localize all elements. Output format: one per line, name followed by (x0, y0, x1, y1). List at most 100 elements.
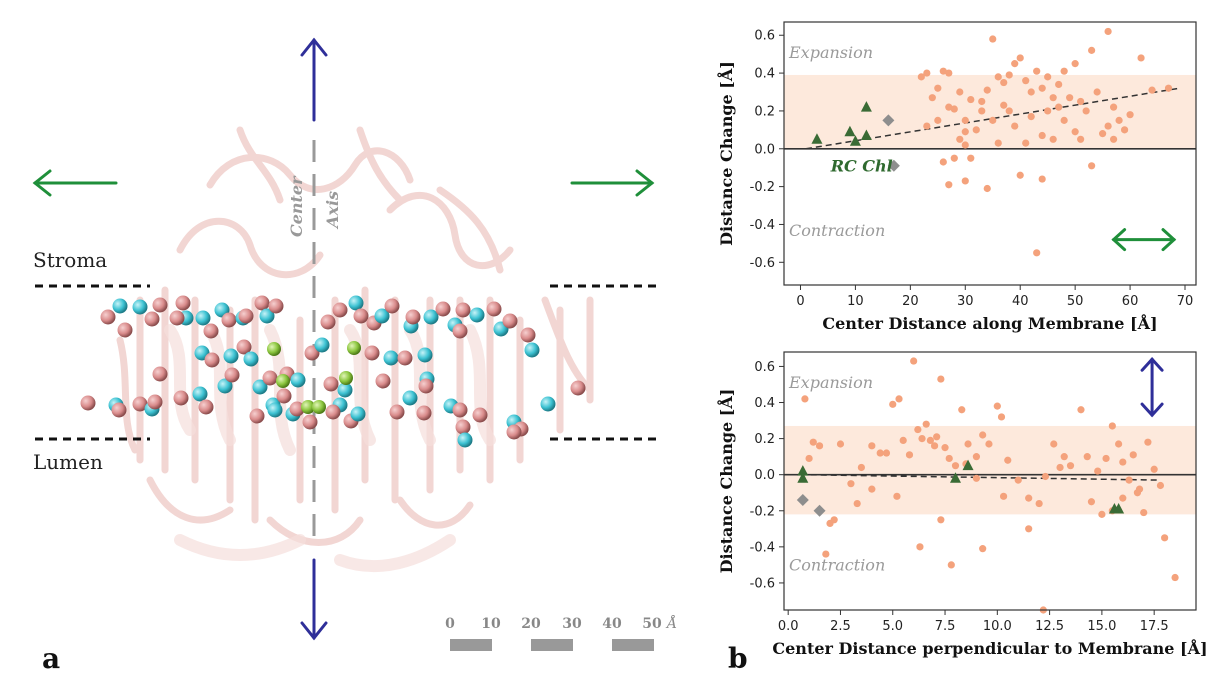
data-point (1056, 463, 1064, 472)
horizontal-double-arrow-icon (1111, 228, 1177, 252)
x-axis-label: Center Distance perpendicular to Membran… (772, 637, 1207, 658)
pink-sphere (502, 313, 518, 329)
y-tick-label: 0.6 (754, 360, 775, 375)
data-point (961, 141, 969, 149)
data-point (1115, 440, 1123, 448)
pink-sphere (111, 402, 127, 418)
x-tick-label: 5.0 (882, 619, 903, 634)
data-point (1038, 131, 1046, 140)
data-point (1060, 116, 1068, 124)
data-point (994, 139, 1002, 147)
cyan-sphere (195, 310, 211, 326)
data-point (1016, 171, 1024, 179)
scale-label: 20 (521, 616, 541, 632)
pink-sphere (169, 310, 185, 326)
data-point (889, 400, 897, 408)
cyan-sphere (540, 396, 556, 412)
cyan-sphere (348, 295, 364, 311)
cyan-sphere (423, 309, 439, 325)
data-point (876, 449, 884, 457)
cyan-sphere (469, 307, 485, 323)
data-point (1083, 453, 1091, 461)
data-point (1099, 130, 1107, 138)
data-point (1033, 67, 1041, 75)
pink-sphere (304, 345, 320, 361)
data-point (868, 485, 876, 493)
data-point (979, 431, 987, 439)
cyan-sphere (383, 350, 399, 366)
data-point (926, 436, 934, 445)
data-point (1150, 465, 1158, 473)
rc-chl-point (811, 133, 823, 144)
data-point (1087, 498, 1096, 506)
data-point (805, 454, 813, 463)
data-point (853, 499, 861, 508)
scale-label: 0 (445, 616, 455, 632)
pink-sphere (486, 301, 502, 317)
cyan-sphere (524, 342, 540, 358)
data-point (989, 35, 997, 43)
stroma-label: Stroma (33, 248, 107, 272)
pink-sphere (224, 367, 240, 383)
data-point (950, 105, 958, 113)
data-point (1071, 128, 1079, 136)
data-point (978, 107, 986, 115)
data-point (1126, 111, 1134, 119)
data-point (1025, 494, 1033, 502)
x-tick-label: 12.5 (1035, 619, 1064, 634)
data-point (922, 420, 930, 428)
rc-chl-point (860, 101, 872, 112)
scale-segment (612, 639, 654, 651)
center-axis-label: Center (287, 175, 306, 237)
data-point (1148, 86, 1156, 94)
shaded-band (784, 425, 1196, 515)
cyan-sphere (192, 386, 208, 402)
rc-chl-label: RC Chl (830, 156, 893, 175)
diamond-point (796, 493, 809, 506)
data-point (945, 181, 953, 189)
data-point (967, 154, 975, 162)
data-point (1049, 135, 1057, 143)
rc-chl-point (860, 129, 872, 141)
data-point (945, 454, 953, 463)
cyan-sphere (259, 308, 275, 324)
pink-sphere (100, 309, 116, 325)
data-point (1016, 54, 1024, 62)
x-tick-label: 2.5 (830, 619, 851, 634)
data-point (937, 516, 945, 524)
data-point (809, 438, 817, 446)
data-point (934, 116, 942, 124)
green-sphere (347, 341, 361, 355)
data-point (815, 442, 824, 450)
data-point (1171, 573, 1179, 582)
data-point (997, 413, 1006, 421)
data-point (905, 451, 914, 459)
data-point (961, 177, 969, 185)
x-tick-label: 15.0 (1087, 619, 1116, 634)
data-point (994, 73, 1002, 81)
cyan-sphere (314, 337, 330, 353)
data-point (1000, 101, 1008, 109)
pink-sphere (452, 402, 468, 418)
pink-sphere (405, 309, 421, 325)
data-point (1004, 456, 1012, 464)
x-tick-label: 20 (902, 294, 919, 309)
data-point (972, 453, 981, 461)
green-sphere (276, 374, 290, 388)
data-point (945, 69, 953, 77)
rc-chl-point (797, 472, 809, 483)
pink-sphere (418, 378, 434, 394)
green-sphere (339, 371, 353, 385)
y-tick-label: 0.0 (754, 142, 775, 157)
cyan-sphere (243, 351, 259, 367)
center-axis-label: Axis (323, 191, 342, 230)
data-point (1027, 113, 1035, 121)
expansion-label: Expansion (788, 373, 873, 392)
y-tick-label: 0.4 (754, 67, 775, 82)
data-point (893, 492, 901, 500)
data-point (1014, 476, 1022, 484)
pink-sphere (80, 395, 96, 411)
data-point (1104, 122, 1112, 130)
contraction-label: Contraction (789, 221, 885, 240)
rc-chl-point (844, 125, 856, 137)
